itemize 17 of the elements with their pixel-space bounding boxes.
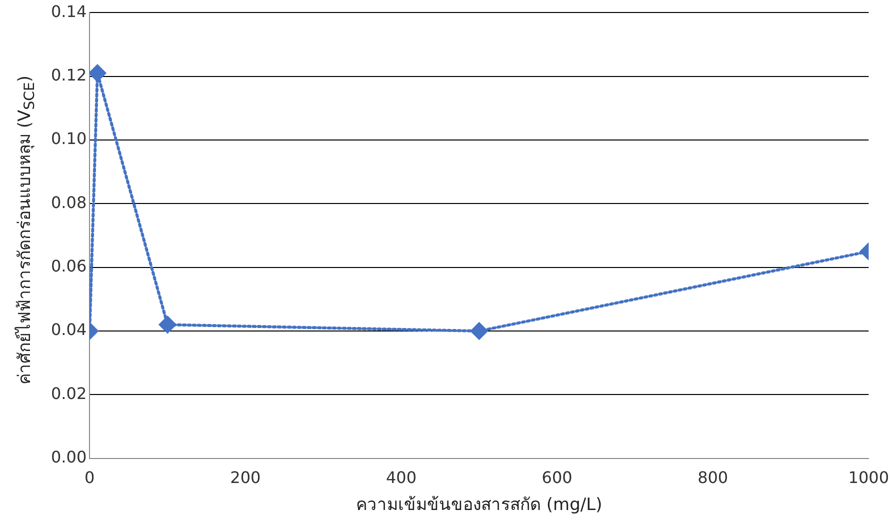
y-tick-label: 0.10 xyxy=(51,129,87,148)
y-tick-label: 0.04 xyxy=(51,320,87,340)
y-tick-label: 0.12 xyxy=(51,65,87,84)
x-tick-label: 0 xyxy=(84,468,95,488)
x-tick-label: 200 xyxy=(230,468,261,488)
y-tick-label: 0.08 xyxy=(51,192,87,212)
y-tick-label: 0.14 xyxy=(51,2,87,21)
x-tick-label: 600 xyxy=(542,468,572,488)
x-tick-label: 400 xyxy=(386,468,417,488)
y-tick-label: 0.00 xyxy=(51,448,87,467)
x-axis-title: ความเข้มข้นของสารสกัด (mg/L) xyxy=(356,495,602,516)
x-tick-label: 1000 xyxy=(848,468,889,488)
y-tick-label: 0.06 xyxy=(51,256,87,276)
point xyxy=(90,64,106,82)
point xyxy=(159,316,176,334)
y-tick-label: 0.02 xyxy=(51,384,87,403)
x-tick-label: 800 xyxy=(698,468,728,488)
